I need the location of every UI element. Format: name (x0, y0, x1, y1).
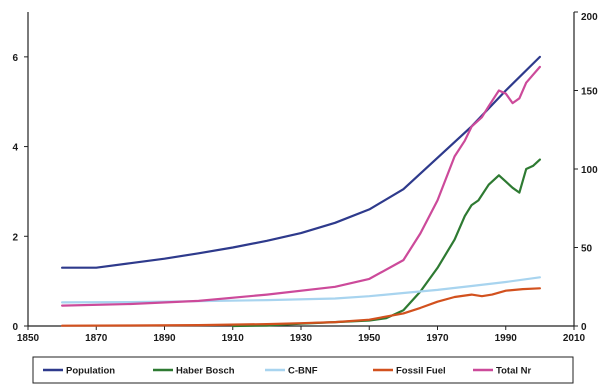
legend: Population Haber Bosch C-BNF Fossil Fuel Tot… (32, 356, 574, 384)
y-right-tick-label: 200 (581, 12, 598, 23)
x-tick-label: 1990 (495, 333, 518, 344)
y-left-tick-label: 2 (12, 232, 18, 243)
series-line-fossil-fuel (60, 287, 542, 327)
y-right-tick-label: 150 (581, 87, 598, 98)
y-right-tick-label: 0 (581, 322, 587, 333)
x-tick-label: 1850 (17, 333, 40, 344)
series-line-population (60, 55, 542, 269)
legend-label: C-BNF (288, 366, 318, 377)
y-left-tick-label: 4 (12, 143, 18, 154)
legend-label: Total Nr (496, 366, 531, 377)
legend-label: Fossil Fuel (396, 366, 446, 377)
series-lines (60, 55, 542, 328)
series-line-total-nr (60, 65, 542, 307)
series-line-haber-bosch (231, 158, 542, 328)
x-tick-label: 2010 (563, 333, 586, 344)
x-tick-label: 1870 (85, 333, 108, 344)
y-left-tick-label: 0 (12, 322, 18, 333)
x-tick-label: 1950 (358, 333, 381, 344)
x-tick-label: 1970 (426, 333, 449, 344)
y-left-tick-label: 6 (12, 53, 18, 64)
y-right-tick-label: 100 (581, 165, 598, 176)
legend-label: Haber Bosch (176, 366, 235, 377)
x-tick-label: 1890 (153, 333, 176, 344)
x-tick-label: 1930 (290, 333, 313, 344)
legend-label: Population (66, 366, 115, 377)
tick-labels: 1850 1870 1890 1910 1930 1950 1970 1990 20100246… (12, 12, 598, 344)
x-tick-label: 1910 (222, 333, 245, 344)
y-right-tick-label: 50 (581, 244, 593, 255)
